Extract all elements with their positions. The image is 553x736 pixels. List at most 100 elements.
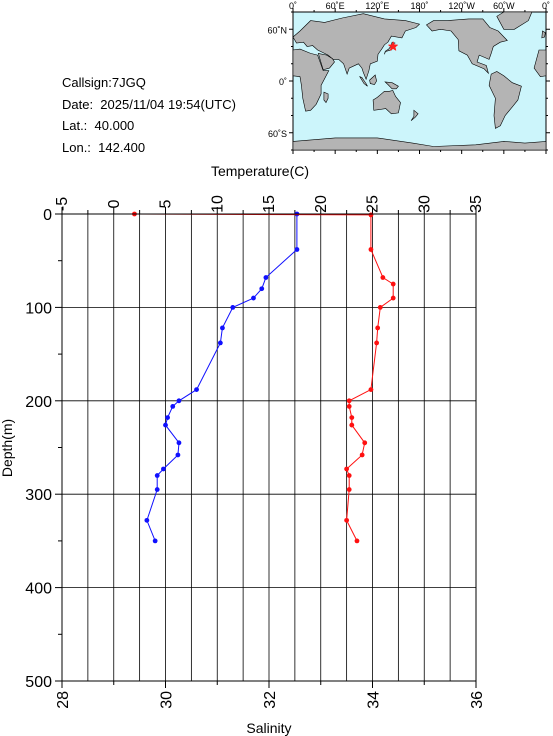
salinity-data-point bbox=[390, 295, 396, 301]
temperature-axis-title: Temperature(C) bbox=[211, 163, 309, 179]
salinity-data-point bbox=[368, 387, 374, 392]
salinity-axis-title: Salinity bbox=[246, 720, 291, 736]
salinity-data-point bbox=[346, 404, 352, 409]
map-longitude-label: 180˚ bbox=[410, 1, 428, 11]
salinity-data-point bbox=[344, 517, 350, 523]
map-longitude-label: 60˚W bbox=[493, 1, 515, 11]
salinity-tick-label: 28 bbox=[55, 691, 72, 709]
temperature-tick-label: 25 bbox=[365, 195, 382, 213]
temperature-data-point bbox=[154, 473, 160, 478]
series-layer bbox=[132, 211, 396, 544]
landmass-uk bbox=[541, 30, 546, 39]
temperature-data-point bbox=[165, 415, 170, 421]
temperature-data-point bbox=[161, 466, 166, 472]
depth-axis-title: Depth(m) bbox=[0, 419, 15, 477]
temperature-data-point bbox=[163, 422, 168, 428]
salinity-data-point bbox=[349, 422, 355, 428]
temperature-profile-line bbox=[146, 214, 298, 542]
temperature-data-point bbox=[144, 517, 150, 523]
salinity-data-point bbox=[346, 487, 352, 492]
temperature-data-point bbox=[194, 387, 199, 392]
temperature-tick-label: 0 bbox=[106, 199, 123, 208]
depth-tick-label: 200 bbox=[25, 394, 52, 411]
temperature-tick-label: 35 bbox=[468, 195, 485, 213]
temperature-data-point bbox=[259, 286, 265, 292]
temperature-data-point bbox=[220, 325, 225, 331]
salinity-axis: 28 30 32 34 36 bbox=[55, 681, 486, 709]
salinity-tick-label: 36 bbox=[469, 691, 486, 709]
salinity-data-point bbox=[354, 538, 360, 544]
station-marker-icon bbox=[387, 40, 399, 52]
landmass-madagascar bbox=[323, 91, 329, 104]
map-longitude-label: 120˚W bbox=[448, 1, 475, 11]
temperature-tick-label: 20 bbox=[313, 195, 330, 213]
temperature-data-point bbox=[263, 275, 269, 280]
map-longitude-label: 120˚E bbox=[365, 1, 389, 11]
salinity-profile-line bbox=[134, 213, 394, 542]
salinity-data-point bbox=[377, 305, 383, 310]
longitude-text: Lon.: 142.400 bbox=[62, 139, 146, 155]
salinity-data-point bbox=[346, 398, 352, 404]
landmass-africa-west-wrap bbox=[533, 49, 547, 78]
map-latitude-labels: 60˚N 0˚ 60˚S bbox=[267, 25, 287, 139]
salinity-data-point bbox=[374, 340, 380, 346]
landmass-new-guinea bbox=[384, 81, 399, 90]
landmass-australia bbox=[372, 90, 401, 115]
temperature-data-point bbox=[217, 340, 223, 346]
salinity-data-point bbox=[362, 440, 368, 446]
date-text: Date: 2025/11/04 19:54(UTC) bbox=[62, 96, 236, 112]
map-longitude-label: 60˚E bbox=[326, 1, 345, 11]
salinity-data-point bbox=[390, 281, 396, 287]
temperature-tick-label: 15 bbox=[261, 195, 278, 213]
world-map: 0˚ 60˚E 120˚E 180˚ 120˚W 60˚W 0˚ 60˚N 0˚ 60˚S bbox=[267, 1, 550, 154]
temperature-data-point bbox=[152, 538, 158, 544]
callsign-text: Callsign:7JGQ bbox=[62, 75, 146, 90]
plot-frame bbox=[61, 213, 477, 682]
temperature-tick-label: 30 bbox=[416, 195, 433, 213]
temperature-data-point bbox=[175, 452, 181, 458]
latitude-text: Lat.: 40.000 bbox=[62, 118, 135, 133]
depth-tick-label: 500 bbox=[25, 674, 52, 691]
temperature-data-point bbox=[251, 295, 256, 301]
temperature-data-point bbox=[294, 247, 300, 252]
salinity-data-point bbox=[359, 452, 365, 458]
temperature-data-point bbox=[176, 398, 182, 404]
landmass-north-america bbox=[426, 18, 508, 75]
map-longitude-label: 0˚ bbox=[542, 1, 550, 11]
temperature-tick-label: -5 bbox=[54, 197, 71, 211]
salinity-data-point bbox=[375, 325, 381, 331]
depth-tick-label: 100 bbox=[25, 300, 52, 317]
salinity-data-point bbox=[346, 473, 352, 478]
map-longitude-labels: 0˚ 60˚E 120˚E 180˚ 120˚W 60˚W 0˚ bbox=[289, 1, 550, 11]
depth-axis: 0 100 200 300 400 500 bbox=[25, 207, 62, 691]
temperature-tick-label: 10 bbox=[209, 195, 226, 213]
station-info: Callsign:7JGQ Date: 2025/11/04 19:54(UTC… bbox=[62, 72, 236, 158]
salinity-tick-label: 32 bbox=[262, 691, 279, 709]
landmass-south-america bbox=[488, 71, 522, 129]
chart-grid bbox=[62, 214, 476, 681]
landmass-greenland bbox=[496, 11, 533, 30]
temperature-data-point bbox=[154, 487, 160, 492]
landmass-new-zealand bbox=[410, 109, 419, 121]
salinity-data-point bbox=[349, 415, 355, 421]
landmass-eurasia bbox=[292, 13, 421, 81]
temperature-tick-label: 5 bbox=[158, 199, 175, 208]
salinity-data-point bbox=[368, 212, 374, 218]
temperature-data-point bbox=[176, 440, 182, 446]
landmass-indonesia-sumatra bbox=[359, 76, 368, 87]
landmass-arabia bbox=[317, 53, 335, 71]
salinity-tick-label: 30 bbox=[159, 691, 176, 709]
map-longitude-label: 0˚ bbox=[289, 1, 297, 11]
depth-tick-label: 400 bbox=[25, 581, 52, 598]
landmass-indonesia-borneo bbox=[369, 74, 377, 85]
depth-tick-label: 0 bbox=[43, 207, 52, 224]
map-frame bbox=[289, 8, 550, 154]
landmass-africa-east bbox=[292, 48, 330, 112]
salinity-data-point bbox=[344, 466, 350, 472]
map-latitude-label: 60˚N bbox=[267, 25, 287, 35]
salinity-data-point bbox=[380, 275, 386, 280]
map-latitude-label: 60˚S bbox=[268, 129, 287, 139]
depth-tick-label: 300 bbox=[25, 487, 52, 504]
temperature-axis: -5 0 5 10 15 20 25 30 35 bbox=[54, 195, 485, 214]
